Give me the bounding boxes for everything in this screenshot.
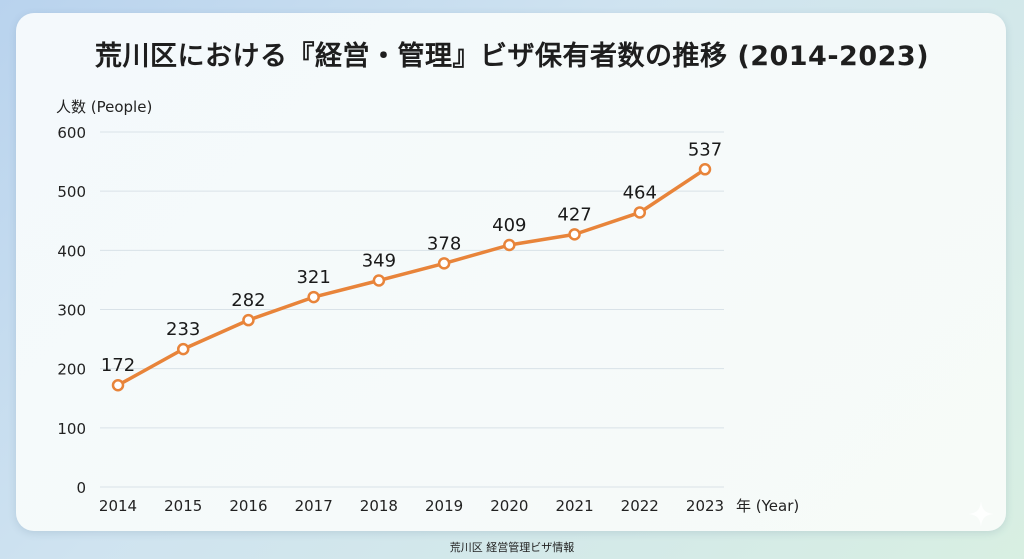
data-label: 464 (623, 182, 657, 203)
y-axis-label: 人数 (People) (56, 98, 152, 116)
x-tick-label: 2018 (360, 497, 398, 515)
data-label: 349 (362, 251, 396, 272)
x-tick-label: 2017 (295, 497, 333, 515)
y-tick-label: 200 (57, 361, 86, 379)
y-tick-label: 100 (57, 420, 86, 438)
data-point (111, 378, 125, 392)
data-label: 427 (557, 204, 591, 225)
data-point (698, 163, 712, 176)
data-label: 378 (427, 233, 461, 254)
data-point (633, 206, 647, 219)
data-point (242, 313, 255, 327)
data-point (568, 228, 581, 241)
data-label: 321 (296, 267, 330, 288)
x-tick-label: 2020 (490, 497, 528, 515)
x-tick-label: 2014 (99, 497, 137, 515)
y-tick-label: 500 (57, 183, 86, 201)
x-tick-label: 2019 (425, 497, 463, 515)
y-tick-label: 600 (57, 124, 86, 142)
data-point (307, 290, 320, 304)
data-point (437, 257, 451, 270)
y-tick-label: 300 (57, 302, 86, 320)
x-tick-label: 2015 (164, 497, 202, 515)
footer-caption: 荒川区 経営管理ビザ情報 (449, 541, 575, 554)
data-point (176, 342, 190, 356)
chart-card (16, 13, 1006, 531)
data-label: 537 (688, 139, 722, 160)
data-point (372, 274, 386, 287)
x-tick-label: 2021 (555, 497, 593, 515)
data-label: 233 (166, 319, 200, 340)
data-point (503, 238, 516, 252)
data-label: 172 (101, 355, 135, 376)
y-tick-label: 400 (57, 242, 86, 260)
series-line (116, 167, 707, 387)
x-tick-label: 2022 (621, 497, 659, 515)
data-label: 409 (492, 215, 526, 236)
x-axis-label: 年 (Year) (736, 497, 799, 515)
y-tick-label: 0 (76, 479, 86, 497)
sparkle-icon (968, 501, 994, 527)
x-tick-label: 2016 (229, 497, 267, 515)
chart-title: 荒川区における『経営・管理』ビザ保有者数の推移 (2014-2023) (94, 41, 930, 72)
x-tick-label: 2023 (686, 497, 724, 515)
data-label: 282 (231, 290, 265, 311)
